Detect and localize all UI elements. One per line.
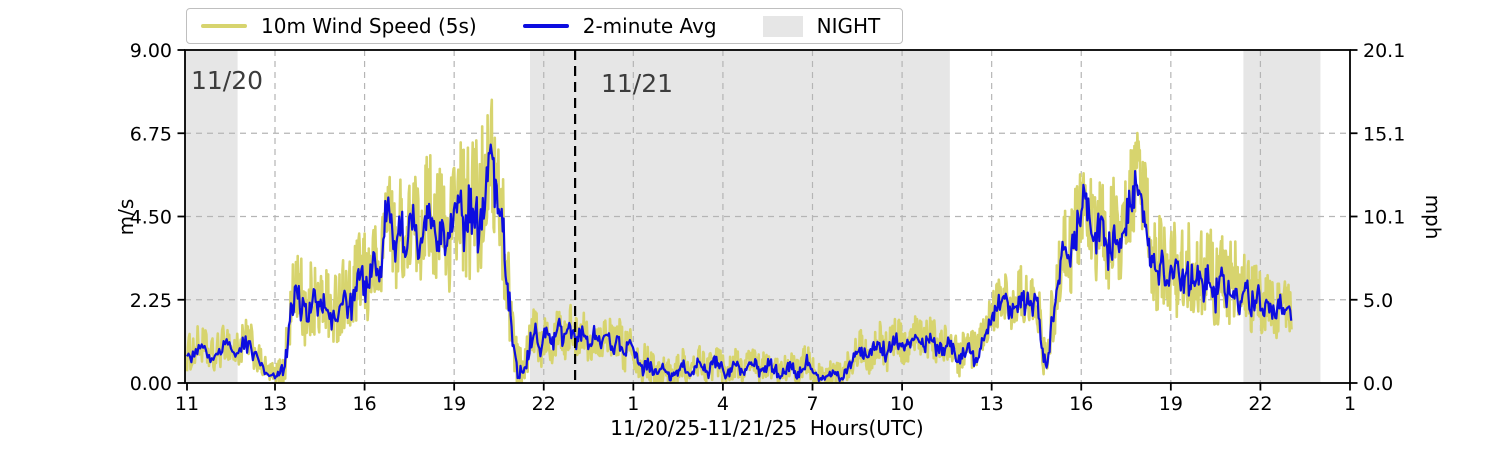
y-tick-label-mph-0: 0.0 xyxy=(1363,373,1393,395)
x-tick-label-9: 13 xyxy=(980,393,1004,415)
x-tick-label-2: 16 xyxy=(352,393,376,415)
x-tick-label-5: 1 xyxy=(627,393,639,415)
y-tick-label-mph-1: 5.0 xyxy=(1363,290,1393,312)
legend-item-avg-wind: 2-minute Avg xyxy=(522,14,717,38)
y-tick-label-ms-2: 4.50 xyxy=(130,207,172,229)
legend-item-raw-wind: 10m Wind Speed (5s) xyxy=(201,14,477,38)
date-annotation-1120: 11/20 xyxy=(191,66,264,95)
x-tick-label-13: 1 xyxy=(1344,393,1356,415)
x-tick-label-12: 22 xyxy=(1248,393,1272,415)
x-axis-label: 11/20/25-11/21/25 Hours(UTC) xyxy=(610,416,924,440)
legend-label-night: NIGHT xyxy=(816,14,881,38)
y-tick-label-mph-2: 10.1 xyxy=(1363,207,1405,229)
x-tick-label-10: 16 xyxy=(1069,393,1093,415)
x-tick-label-0: 11 xyxy=(175,393,199,415)
legend-label-avg-wind: 2-minute Avg xyxy=(582,14,717,38)
date-annotation-1121: 11/21 xyxy=(601,69,674,98)
y-axis-label-ms: m/s xyxy=(114,198,138,236)
y-tick-label-ms-4: 9.00 xyxy=(130,40,172,62)
x-tick-label-8: 10 xyxy=(890,393,914,415)
avg-wind-line-swatch xyxy=(522,24,569,28)
x-tick-label-6: 4 xyxy=(717,393,729,415)
night-patch-swatch xyxy=(762,15,803,37)
legend-label-raw-wind: 10m Wind Speed (5s) xyxy=(261,14,477,38)
x-tick-label-7: 7 xyxy=(806,393,818,415)
y-axis-label-mph: mph xyxy=(1421,194,1445,240)
x-tick-label-3: 19 xyxy=(442,393,466,415)
chart-legend: 10m Wind Speed (5s) 2-minute Avg NIGHT xyxy=(186,8,904,44)
x-tick-label-11: 19 xyxy=(1159,393,1183,415)
x-tick-label-1: 13 xyxy=(263,393,287,415)
y-tick-label-ms-1: 2.25 xyxy=(130,290,172,312)
y-tick-label-mph-4: 20.1 xyxy=(1363,40,1405,62)
y-tick-label-ms-3: 6.75 xyxy=(130,123,172,145)
legend-item-night: NIGHT xyxy=(762,14,881,38)
x-tick-label-4: 22 xyxy=(532,393,556,415)
y-tick-label-mph-3: 15.1 xyxy=(1363,123,1405,145)
raw-wind-line-swatch xyxy=(201,24,247,28)
avg-wind-series-line xyxy=(186,143,1293,383)
y-tick-label-ms-0: 0.00 xyxy=(130,373,172,395)
